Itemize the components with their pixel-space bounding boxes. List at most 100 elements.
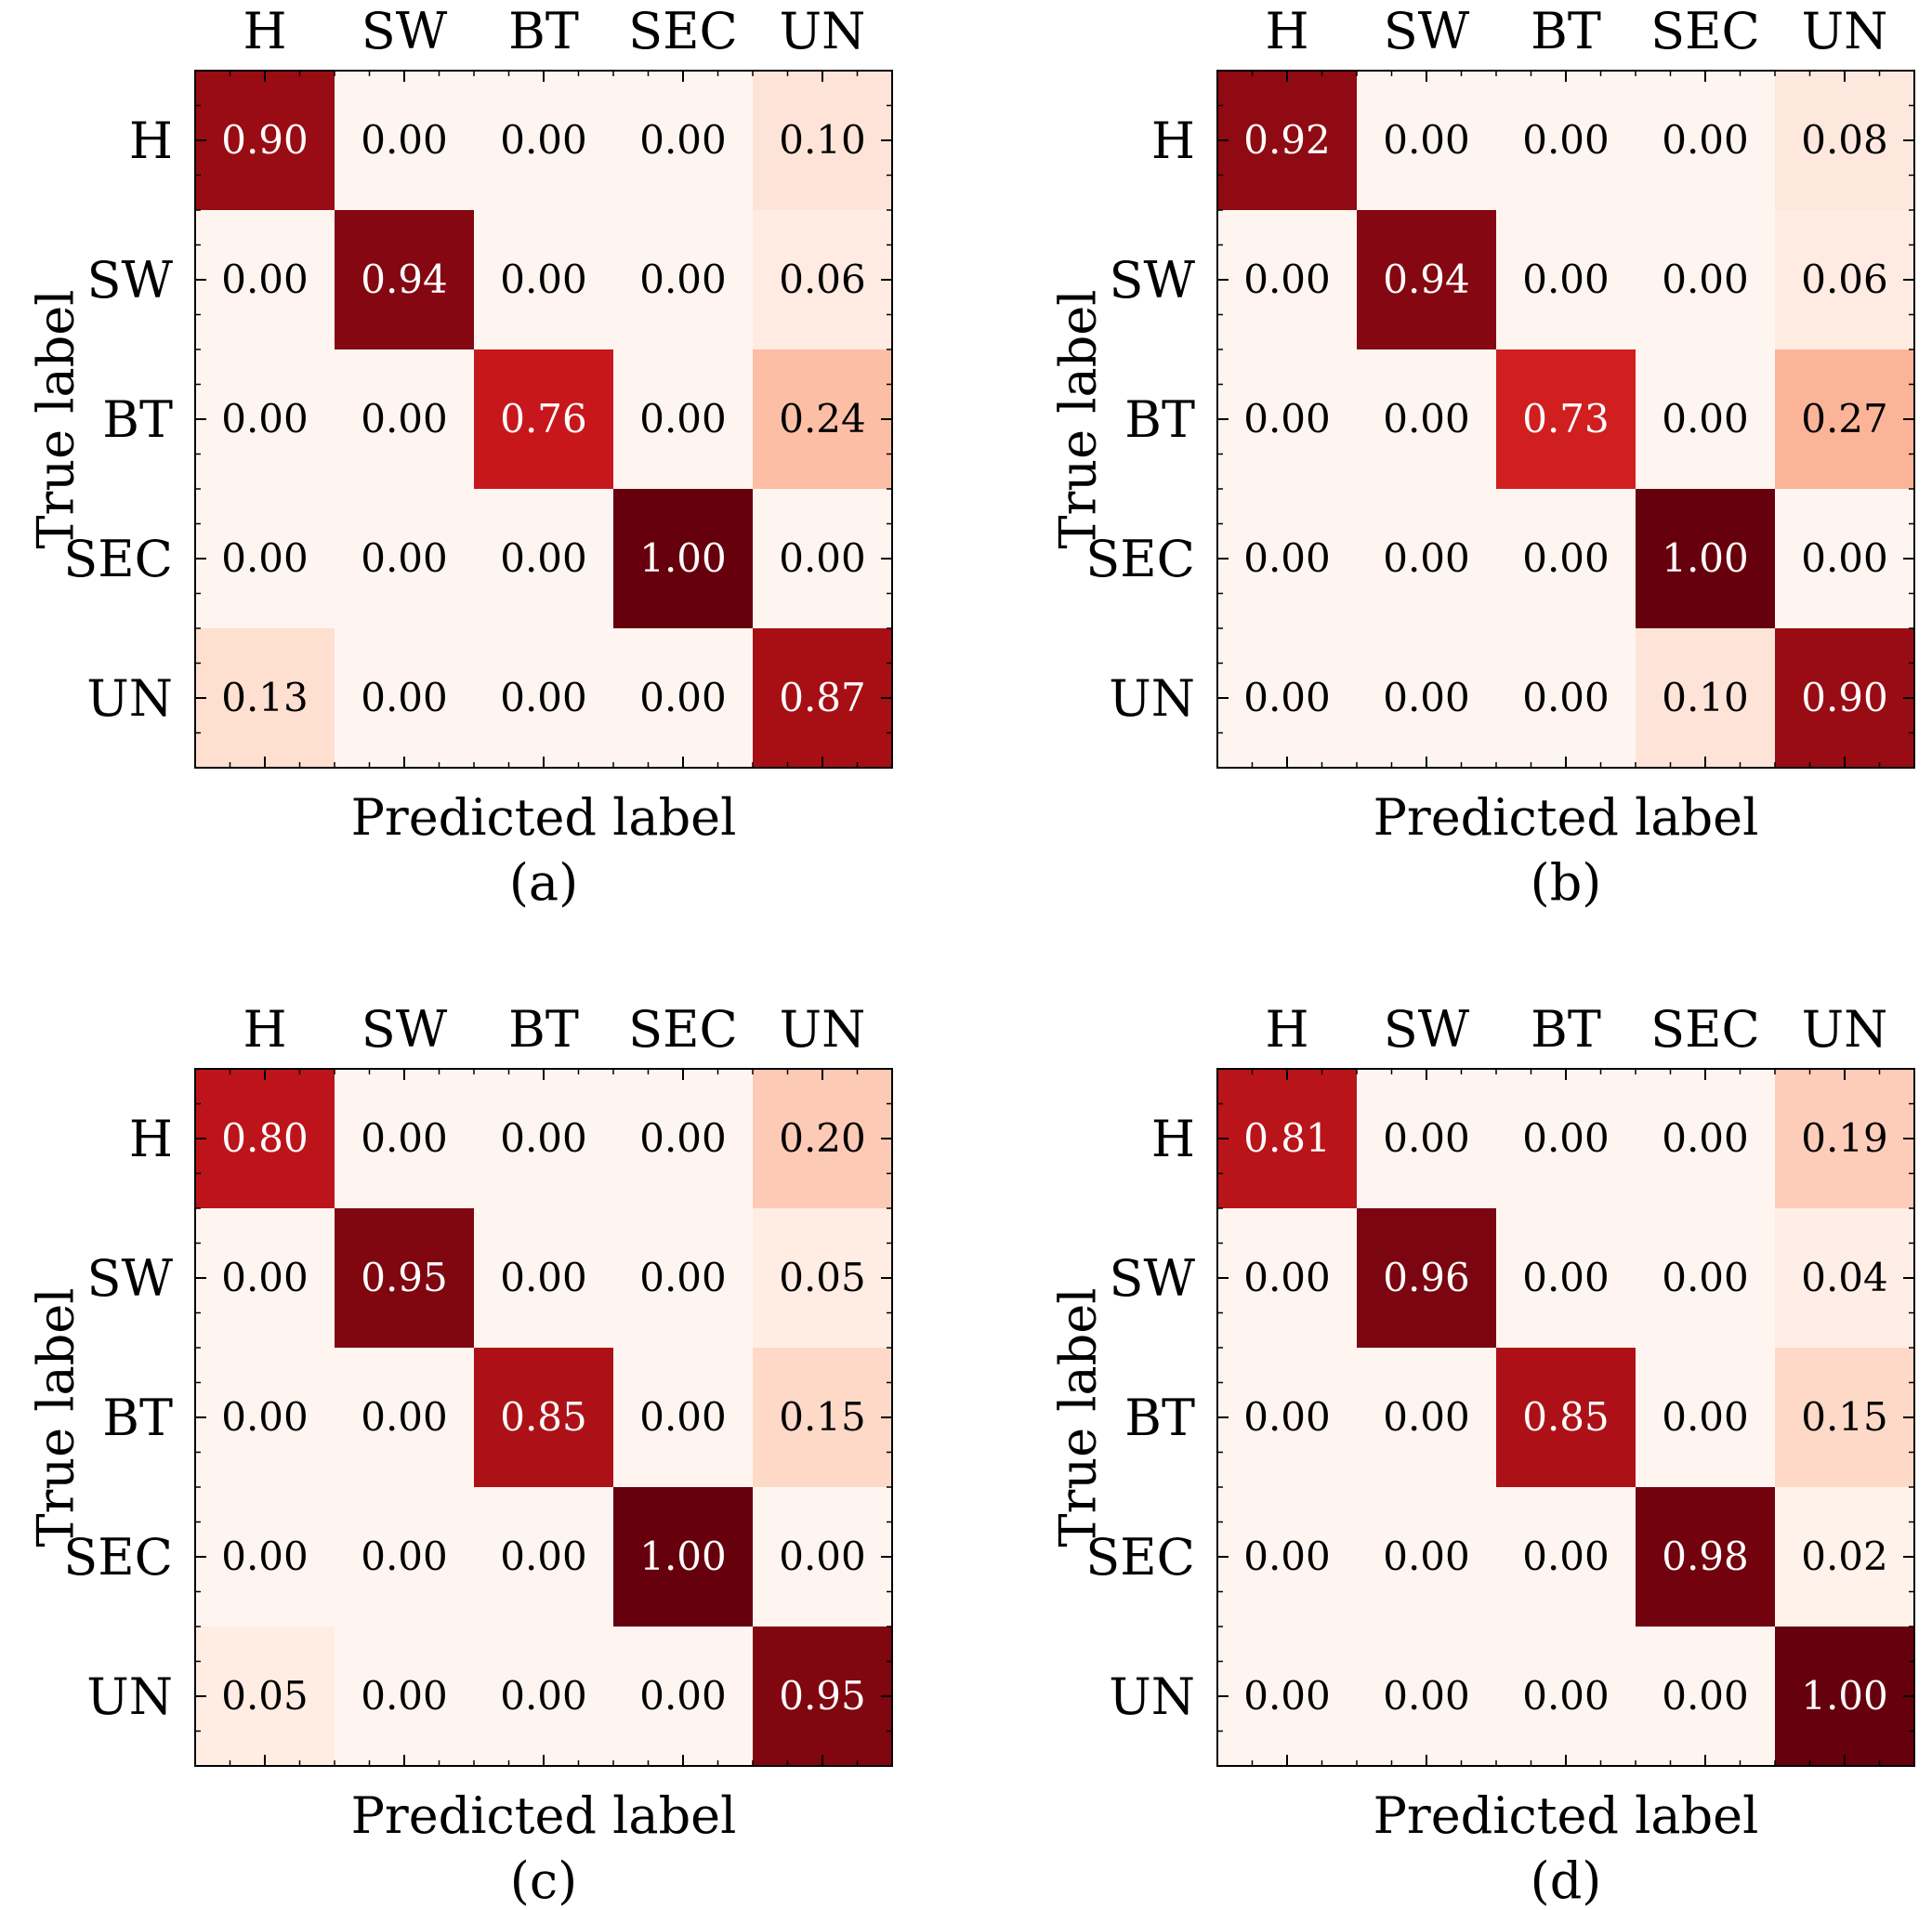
heatmap-cell: [1357, 1348, 1496, 1487]
cell-value-label: 0.24: [779, 396, 866, 441]
heatmap-cell: [1357, 210, 1496, 349]
heatmap-cell: [1217, 349, 1357, 489]
panel-label: (d): [1531, 1851, 1602, 1910]
cell-value-label: 0.00: [639, 117, 727, 163]
cell-value-label: 0.00: [1801, 535, 1888, 581]
cell-value-label: 0.00: [1383, 1673, 1470, 1719]
heatmap-cell: [1357, 628, 1496, 768]
cell-value-label: 0.00: [1243, 1673, 1331, 1719]
cell-value-label: 0.00: [1243, 1534, 1331, 1579]
x-tick-label: SEC: [628, 1000, 738, 1059]
cell-value-label: 0.15: [1801, 1394, 1888, 1440]
cell-value-label: 0.00: [1522, 1673, 1610, 1719]
cell-value-label: 0.81: [1243, 1115, 1331, 1161]
heatmap-cell: [613, 210, 753, 349]
cell-value-label: 0.00: [1662, 117, 1749, 163]
cell-value-label: 1.00: [1801, 1673, 1888, 1719]
heatmap-cell: [1357, 349, 1496, 489]
heatmap-cell: [1496, 1069, 1636, 1208]
heatmap-cell: [195, 71, 335, 210]
cell-value-label: 0.00: [1243, 535, 1331, 581]
cell-value-label: 0.05: [779, 1255, 866, 1300]
heatmap-cell: [613, 1348, 753, 1487]
heatmap-cell: [1775, 628, 1914, 768]
heatmap-cell: [474, 1069, 613, 1208]
heatmap-cell: [474, 71, 613, 210]
y-tick-label: UN: [86, 669, 173, 728]
cell-value-label: 0.27: [1801, 396, 1888, 441]
cell-value-label: 0.00: [1522, 1115, 1610, 1161]
heatmap-cell: [1775, 71, 1914, 210]
heatmap-cell: [753, 628, 892, 768]
heatmap-cell: [195, 1627, 335, 1766]
heatmap-cell: [753, 1627, 892, 1766]
cell-value-label: 0.00: [361, 535, 448, 581]
heatmap-cell: [1775, 349, 1914, 489]
cell-value-label: 0.00: [1243, 257, 1331, 302]
heatmap-cell: [1357, 1487, 1496, 1627]
cell-value-label: 0.00: [1383, 1394, 1470, 1440]
x-tick-label: SEC: [1650, 2, 1760, 60]
cell-value-label: 0.00: [639, 1255, 727, 1300]
heatmap-cell: [613, 489, 753, 628]
cell-value-label: 0.00: [1243, 396, 1331, 441]
heatmap-cell: [1636, 1208, 1775, 1348]
cell-value-label: 0.92: [1243, 117, 1331, 163]
x-tick-label: SW: [361, 2, 448, 60]
cell-value-label: 0.00: [500, 117, 587, 163]
heatmap-cell: [474, 1627, 613, 1766]
x-axis-label: Predicted label: [351, 1786, 737, 1845]
cell-value-label: 0.00: [1522, 1534, 1610, 1579]
cell-value-label: 0.19: [1801, 1115, 1888, 1161]
confusion-matrix-panel: 0.81 0.00 0.00 0.00 0.19 0.00 0.96 0.00 0.00 0.04…: [1049, 1000, 1915, 1910]
heatmap-cell: [335, 1348, 474, 1487]
heatmap-cell: [613, 71, 753, 210]
heatmap-cell: [474, 1487, 613, 1627]
cell-value-label: 0.90: [1801, 675, 1888, 720]
x-tick-label: UN: [1802, 2, 1888, 60]
cell-value-label: 0.00: [1522, 257, 1610, 302]
y-axis-label: True label: [1049, 1288, 1108, 1548]
cell-value-label: 0.00: [221, 535, 309, 581]
cell-value-label: 0.85: [500, 1394, 587, 1440]
heatmap-cell: [1496, 628, 1636, 768]
x-tick-label: BT: [508, 2, 579, 60]
cell-value-label: 0.00: [639, 675, 727, 720]
heatmap-cell: [1636, 628, 1775, 768]
cell-value-label: 0.13: [221, 675, 309, 720]
y-tick-label: SEC: [63, 1528, 173, 1587]
panel-label: (b): [1531, 853, 1602, 912]
cell-value-label: 0.20: [779, 1115, 866, 1161]
heatmap-cell: [613, 628, 753, 768]
cell-value-label: 0.00: [639, 396, 727, 441]
x-tick-label: H: [1265, 1000, 1308, 1059]
cell-value-label: 0.00: [221, 1394, 309, 1440]
heatmap-cell: [1496, 489, 1636, 628]
x-tick-label: UN: [1802, 1000, 1888, 1059]
x-tick-label: UN: [780, 2, 866, 60]
cell-value-label: 0.00: [1383, 1534, 1470, 1579]
y-tick-label: BT: [1124, 390, 1195, 449]
cell-value-label: 0.06: [779, 257, 866, 302]
x-tick-label: H: [243, 1000, 286, 1059]
y-axis-label: True label: [27, 1288, 85, 1548]
x-tick-label: BT: [1531, 1000, 1601, 1059]
heatmap-cell: [335, 349, 474, 489]
heatmap-cell: [1496, 210, 1636, 349]
y-axis-label: True label: [27, 290, 85, 549]
heatmap-cell: [1636, 1627, 1775, 1766]
heatmap-cell: [1636, 1487, 1775, 1627]
cell-value-label: 0.00: [1383, 1115, 1470, 1161]
cell-value-label: 0.90: [221, 117, 309, 163]
heatmap-cell: [1357, 71, 1496, 210]
heatmap-cell: [1775, 1208, 1914, 1348]
heatmap-cell: [613, 349, 753, 489]
x-tick-label: SW: [1384, 1000, 1470, 1059]
heatmap-cell: [1217, 1627, 1357, 1766]
heatmap-cell: [1496, 1487, 1636, 1627]
heatmap-cell: [1775, 1348, 1914, 1487]
cell-value-label: 0.00: [500, 1673, 587, 1719]
heatmap-cell: [335, 1487, 474, 1627]
heatmap-cell: [753, 489, 892, 628]
